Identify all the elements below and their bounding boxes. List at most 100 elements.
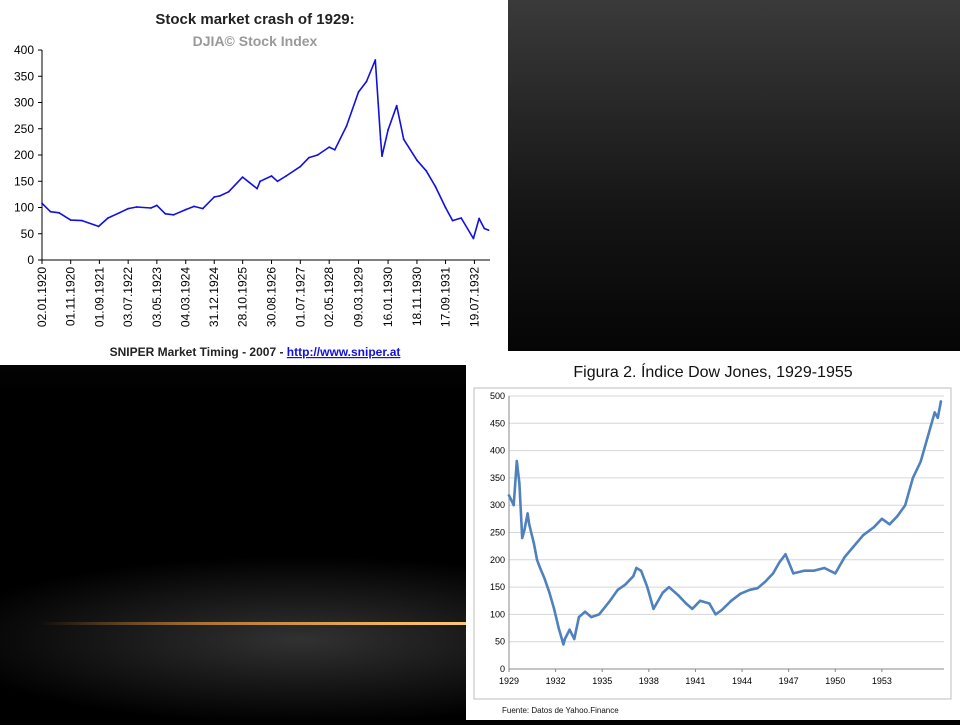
chart-2-point — [543, 577, 546, 581]
chart-1-y-tick-label: 0 — [27, 253, 34, 267]
chart-2-point — [552, 607, 556, 611]
chart-2-y-tick-label: 300 — [490, 500, 505, 510]
chart-1-x-tick-label: 03.07.1922 — [121, 267, 135, 327]
chart-2-y-tick-label: 250 — [490, 528, 505, 538]
chart-2-point — [597, 613, 601, 616]
chart-1-point — [172, 213, 175, 216]
chart-2-x-tick-label: 1950 — [825, 676, 845, 686]
chart-2-point — [624, 583, 627, 586]
chart-1-footer-text: SNIPER Market Timing - 2007 - — [110, 345, 287, 359]
chart-1-point — [333, 148, 336, 151]
chart-1-point — [460, 217, 463, 219]
chart-1-footer-link[interactable]: http://www.sniper.at — [287, 345, 401, 359]
chart-2-point — [523, 528, 526, 531]
chart-1-point — [97, 225, 100, 228]
chart-1-x-tick-label: 09.03.1929 — [352, 267, 366, 327]
chart-2-x-tick-label: 1929 — [499, 676, 519, 686]
chart-2-source: Fuente: Datos de Yahoo.Finance — [502, 706, 619, 715]
chart-1-x-tick-label: 17.09.1931 — [439, 267, 453, 327]
chart-1-x-tick-label: 02.05.1928 — [322, 267, 336, 327]
chart-1-point — [328, 146, 331, 149]
chart-1-y-tick-label: 400 — [14, 43, 34, 57]
chart-2-point — [739, 592, 742, 595]
chart-1-x-tick-label: 01.07.1927 — [293, 267, 307, 327]
chart-2-point — [639, 569, 643, 572]
chart-1-point — [425, 169, 428, 172]
chart-2-point — [784, 553, 787, 556]
chart-1-point — [127, 207, 130, 210]
chart-2-point — [583, 610, 587, 613]
chart-1-axes — [41, 50, 490, 261]
chart-2-point — [764, 580, 767, 583]
chart-1-point — [49, 210, 52, 213]
chart-2-y-tick-label: 450 — [490, 418, 505, 428]
chart-2-point — [526, 512, 529, 515]
chart-1-x-tick-label: 01.11.1920 — [64, 267, 78, 326]
chart-1-point — [150, 207, 152, 209]
chart-2-point — [535, 558, 539, 561]
chart-1-subtitle: DJIA© Stock Index — [193, 33, 318, 49]
chart-1-point — [213, 196, 216, 198]
chart-1-point — [472, 237, 475, 240]
chart-1-point — [193, 205, 196, 208]
chart-2-point — [834, 572, 837, 575]
chart-1-point — [416, 159, 418, 162]
chart-2-svg: Figura 2. Índice Dow Jones, 1929-1955 0 5… — [473, 362, 952, 715]
chart-2-point — [936, 416, 939, 419]
chart-2-point — [927, 433, 930, 436]
chart-2-point — [888, 523, 891, 526]
chart-1-x-ticks: 02.01.1920 01.11.1920 01.09.1921 03.07.1922… — [35, 260, 481, 327]
chart-2-point — [872, 525, 876, 529]
chart-2-y-tick-label: 50 — [495, 637, 505, 647]
chart-2-x-tick-label: 1932 — [546, 676, 566, 686]
chart-1-x-tick-label: 30.08.1926 — [265, 267, 279, 327]
chart-2-x-tick-label: 1941 — [685, 676, 705, 686]
chart-1-x-tick-label: 28.10.1925 — [236, 267, 250, 327]
chart-1-x-tick-label: 18.11.1930 — [410, 267, 424, 326]
chart-2-point — [911, 476, 915, 480]
chart-2-point — [573, 637, 576, 641]
chart-2-point — [843, 555, 846, 559]
chart-1-point — [184, 208, 187, 211]
chart-2-point — [698, 599, 702, 602]
chart-2-point — [939, 400, 943, 403]
chart-2-point — [708, 602, 711, 605]
chart-2-y-ticks: 0 50 100 150 200 250 300 350 400 450 500 — [490, 391, 505, 674]
chart-2-y-tick-label: 200 — [490, 555, 505, 565]
chart-1-x-tick-label: 19.07.1932 — [467, 267, 481, 327]
chart-2-point — [528, 523, 531, 526]
chart-2-point — [684, 602, 688, 605]
chart-2-point — [563, 637, 567, 641]
chart-2-point — [557, 626, 560, 630]
chart-2-frame — [473, 387, 952, 700]
chart-2-point — [512, 504, 515, 507]
chart-1-point — [345, 125, 348, 127]
chart-2-point — [608, 599, 612, 602]
chart-1-point — [308, 156, 310, 159]
chart-1-x-tick-label: 03.05.1923 — [150, 267, 164, 327]
chart-1-point — [81, 219, 83, 222]
chart-2-point — [538, 566, 542, 570]
chart-2-x-tick-label: 1953 — [872, 676, 892, 686]
chart-2-title: Figura 2. Índice Dow Jones, 1929-1955 — [573, 362, 852, 381]
chart-2-point — [933, 411, 936, 414]
chart-1-point — [58, 211, 60, 214]
chart-2-point — [667, 585, 671, 589]
accent-line — [40, 622, 510, 625]
chart-1-point — [41, 202, 43, 205]
chart-1-point — [285, 175, 287, 177]
chart-1-point — [357, 91, 360, 93]
chart-1-point — [219, 195, 221, 197]
chart-2-point — [771, 572, 775, 575]
chart-2-point — [862, 534, 865, 537]
chart-2-point — [720, 608, 723, 612]
chart-1-y-ticks: 0 50 100 150 200 250 300 350 400 — [14, 43, 42, 267]
chart-1-x-tick-label: 31.12.1924 — [207, 267, 221, 327]
chart-1-point — [118, 211, 121, 214]
chart-1-series-line — [41, 59, 489, 240]
chart-2-y-tick-label: 150 — [490, 582, 505, 592]
chart-2-point — [677, 594, 680, 597]
chart-2-series — [507, 400, 943, 646]
chart-2-point — [532, 542, 536, 545]
chart-2-point — [756, 587, 759, 590]
